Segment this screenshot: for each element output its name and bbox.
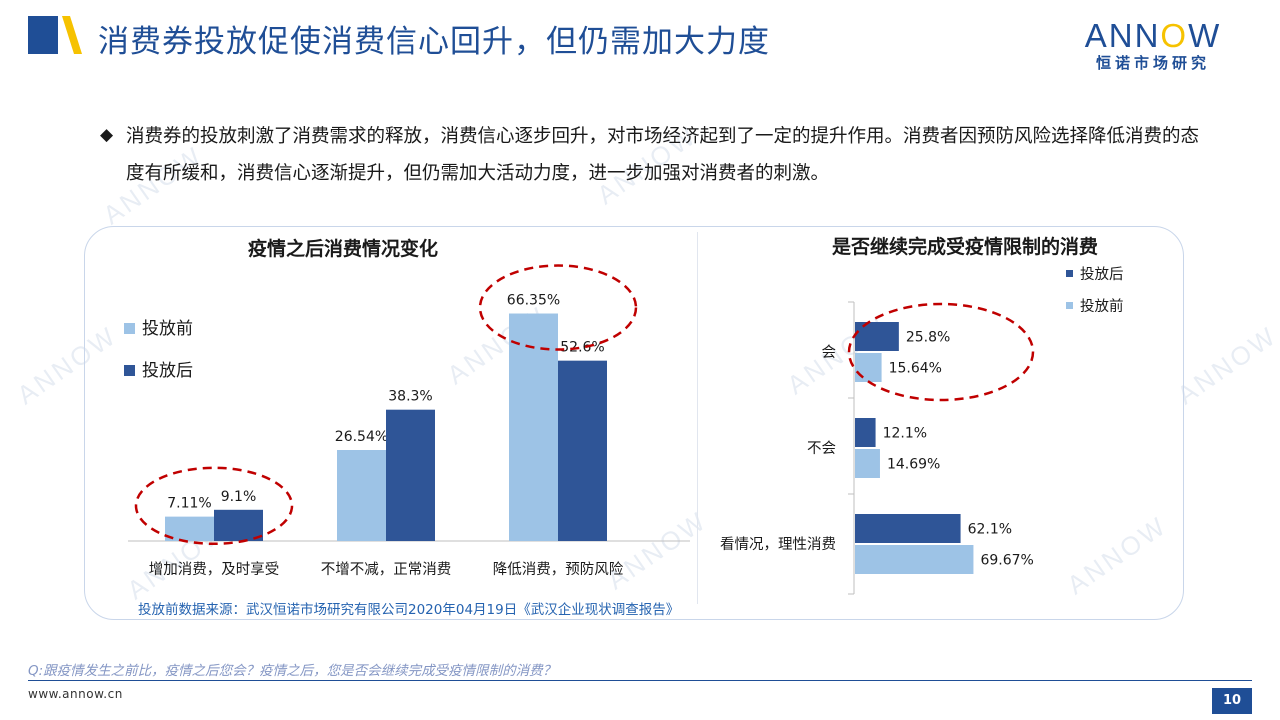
chart2-legend-swatch xyxy=(1066,270,1073,277)
chart1-data-label: 52.6% xyxy=(560,340,604,356)
summary-text: 消费券的投放刺激了消费需求的释放，消费信心逐步回升，对市场经济起到了一定的提升作… xyxy=(126,126,1200,184)
chart1-legend-swatch xyxy=(124,365,135,376)
chart1-bar-after xyxy=(386,409,435,541)
chart1-data-label: 9.1% xyxy=(221,489,257,505)
chart2-category-label: 看情况，理性消费 xyxy=(720,536,836,553)
panel-divider xyxy=(697,232,698,604)
chart1-category-label: 降低消费，预防风险 xyxy=(493,561,624,578)
chart2-bar-after xyxy=(855,322,899,351)
page-number: 10 xyxy=(1212,688,1252,714)
chart1-data-label: 66.35% xyxy=(507,293,560,309)
summary-bullet: ◆ 消费券的投放刺激了消费需求的释放，消费信心逐步回升，对市场经济起到了一定的提… xyxy=(100,118,1210,192)
chart1-bar-before xyxy=(509,313,558,541)
chart2-data-label: 12.1% xyxy=(883,426,927,442)
chart2-category-label: 会 xyxy=(822,344,837,361)
brand-subtitle: 恒诺市场研究 xyxy=(1095,54,1210,72)
brand-name: ANNOW xyxy=(1084,17,1222,54)
chart2-legend-label: 投放前 xyxy=(1080,298,1124,315)
chart1-bar-before xyxy=(337,450,386,541)
chart1-category-label: 增加消费，及时享受 xyxy=(149,561,280,578)
chart2-highlight-ring xyxy=(847,302,1035,402)
chart1-highlight-ring xyxy=(134,466,294,546)
chart2-legend-label: 投放后 xyxy=(1080,266,1124,283)
page-title: 消费券投放促使消费信心回升，但仍需加大力度 xyxy=(98,24,770,60)
charts-panel xyxy=(84,226,1184,620)
chart1-highlight-ring xyxy=(478,264,638,351)
chart1-data-label: 38.3% xyxy=(388,389,432,405)
chart2-data-label: 25.8% xyxy=(906,330,950,346)
chart1-bar-after xyxy=(558,360,607,541)
logo-mark-icon xyxy=(28,16,82,54)
chart1-title: 疫情之后消费情况变化 xyxy=(248,238,439,260)
chart2-title: 是否继续完成受疫情限制的消费 xyxy=(832,236,1099,258)
chart2-data-label: 15.64% xyxy=(889,361,942,377)
chart1-legend-label: 投放后 xyxy=(142,361,193,381)
chart1-legend-swatch xyxy=(124,323,135,334)
chart1-legend-label: 投放前 xyxy=(142,319,193,339)
chart2-data-label: 62.1% xyxy=(968,522,1012,538)
source-note: 投放前数据来源：武汉恒诺市场研究有限公司2020年04月19日《武汉企业现状调查… xyxy=(138,602,680,618)
chart2-continue-consumption: 25.8% 15.64% 会 12.1% 14.69% 不会 62.1% 69.67% 看情况，… xyxy=(720,266,1124,595)
chart1-bar-after xyxy=(214,509,263,541)
chart1-data-label: 26.54% xyxy=(335,429,388,445)
chart2-bar-after xyxy=(855,418,876,447)
footer-url: www.annow.cn xyxy=(28,687,123,701)
chart2-bar-after xyxy=(855,514,961,543)
diamond-bullet-icon: ◆ xyxy=(100,125,114,145)
chart2-category-label: 不会 xyxy=(807,440,836,457)
chart2-data-label: 14.69% xyxy=(887,457,940,473)
question-note: Q:跟疫情发生之前比，疫情之后您会？疫情之后，您是否会继续完成受疫情限制的消费？ xyxy=(28,663,557,679)
chart2-bar-before xyxy=(855,545,974,574)
chart1-category-label: 不增不减，正常消费 xyxy=(321,561,452,578)
chart2-data-label: 69.67% xyxy=(980,553,1033,569)
chart2-bar-before xyxy=(855,449,880,478)
brand-logo: ANNOW 恒诺市场研究 xyxy=(1068,17,1238,73)
footer-divider xyxy=(28,680,1252,681)
chart1-data-label: 7.11% xyxy=(167,496,211,512)
chart2-legend-swatch xyxy=(1066,302,1073,309)
chart2-bar-before xyxy=(855,353,882,382)
chart1-consumption-change: 7.11% 9.1% 增加消费，及时享受 26.54% 38.3% 不增不减，正常消费 66… xyxy=(124,264,690,578)
